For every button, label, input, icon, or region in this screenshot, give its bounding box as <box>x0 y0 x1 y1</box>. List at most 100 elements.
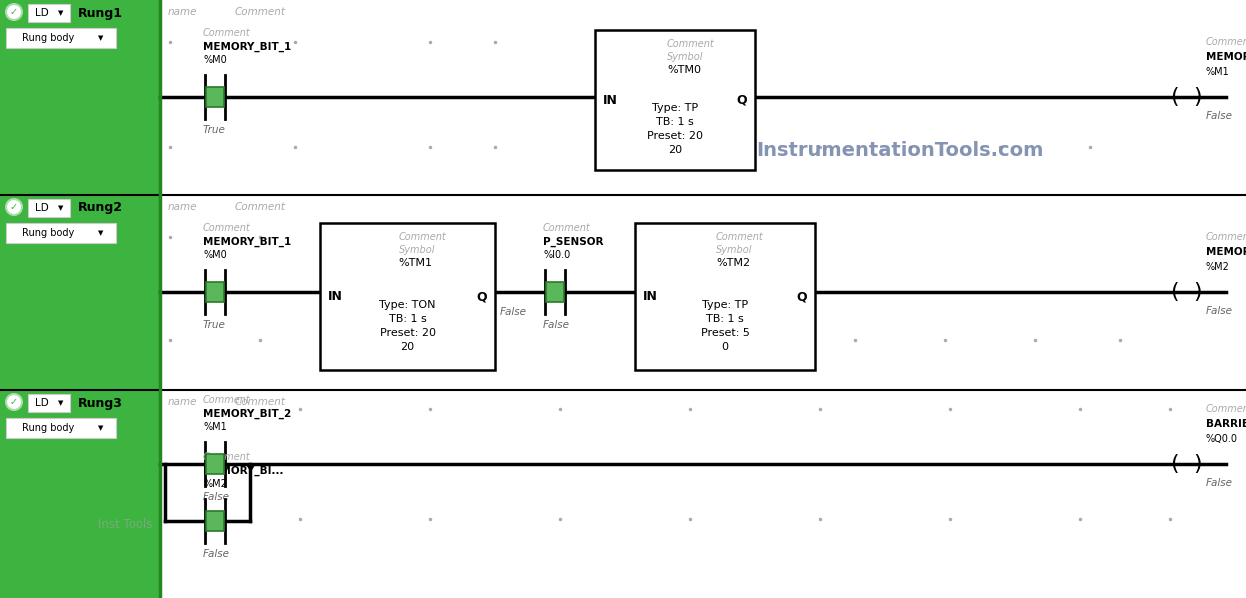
Text: Rung body: Rung body <box>22 33 74 43</box>
Text: Symbol: Symbol <box>399 245 435 255</box>
Text: ▼: ▼ <box>59 10 64 16</box>
Text: TB: 1 s: TB: 1 s <box>706 313 744 324</box>
Text: %M2: %M2 <box>1206 262 1230 272</box>
Text: Preset: 20: Preset: 20 <box>380 328 436 337</box>
Text: name: name <box>168 202 198 212</box>
Bar <box>320 223 495 370</box>
Text: False: False <box>500 307 527 317</box>
Text: True: True <box>203 125 226 135</box>
Text: %TM0: %TM0 <box>667 65 701 75</box>
Text: LD: LD <box>35 398 49 408</box>
Text: ▼: ▼ <box>59 205 64 211</box>
Bar <box>159 0 1246 195</box>
Text: Q: Q <box>796 290 807 303</box>
Bar <box>6 28 116 48</box>
Text: IN: IN <box>328 290 343 303</box>
Text: Inst Tools: Inst Tools <box>97 518 152 532</box>
Text: ✓: ✓ <box>10 202 17 212</box>
Text: False: False <box>1206 478 1234 488</box>
Text: Q: Q <box>736 93 748 106</box>
Text: 20: 20 <box>400 341 415 352</box>
Bar <box>0 0 159 598</box>
Bar <box>206 454 224 474</box>
Text: Preset: 20: Preset: 20 <box>647 131 703 141</box>
Text: ): ) <box>1194 454 1202 474</box>
Text: MEMORY_BIT_2: MEMORY_BIT_2 <box>1206 52 1246 62</box>
Text: Comment: Comment <box>203 28 250 38</box>
Text: BARRIER: BARRIER <box>1206 419 1246 429</box>
Text: ▼: ▼ <box>98 35 103 41</box>
Text: True: True <box>203 320 226 330</box>
Text: LD: LD <box>35 8 49 18</box>
Text: %M1: %M1 <box>1206 67 1230 77</box>
Text: Type: TP: Type: TP <box>701 300 748 310</box>
Text: False: False <box>1206 111 1234 121</box>
Bar <box>6 223 116 243</box>
Text: P_SENSOR: P_SENSOR <box>543 237 603 247</box>
Text: Rung body: Rung body <box>22 228 74 238</box>
Text: Comment: Comment <box>667 39 715 49</box>
Text: Comment: Comment <box>203 452 250 462</box>
Text: Type: TP: Type: TP <box>652 103 698 113</box>
Circle shape <box>6 199 22 215</box>
Text: (: ( <box>1170 454 1179 474</box>
Text: Q: Q <box>476 290 487 303</box>
Text: Comment: Comment <box>543 223 591 233</box>
Text: Rung1: Rung1 <box>78 7 123 20</box>
Text: MEMORY_BI...: MEMORY_BI... <box>203 466 284 476</box>
Text: Rung body: Rung body <box>22 423 74 433</box>
Bar <box>6 418 116 438</box>
Text: Symbol: Symbol <box>716 245 753 255</box>
Text: Comment: Comment <box>1206 404 1246 414</box>
Text: Comment: Comment <box>203 395 250 405</box>
Text: Comment: Comment <box>1206 37 1246 47</box>
Bar <box>159 390 1246 598</box>
Text: Rung3: Rung3 <box>78 396 123 410</box>
Text: Comment: Comment <box>203 223 250 233</box>
Text: name: name <box>168 7 198 17</box>
Text: (: ( <box>1170 87 1179 107</box>
Text: MEMORY_BIT_3: MEMORY_BIT_3 <box>1206 247 1246 257</box>
Bar <box>206 282 224 302</box>
Text: %M1: %M1 <box>203 422 227 432</box>
Text: ▼: ▼ <box>98 230 103 236</box>
Text: %I0.0: %I0.0 <box>543 250 571 260</box>
Text: Comment: Comment <box>716 232 764 242</box>
Text: Preset: 5: Preset: 5 <box>700 328 749 337</box>
Text: MEMORY_BIT_2: MEMORY_BIT_2 <box>203 409 292 419</box>
Bar <box>546 282 564 302</box>
Text: (: ( <box>1170 282 1179 302</box>
Text: %Q0.0: %Q0.0 <box>1206 434 1239 444</box>
Text: IN: IN <box>643 290 658 303</box>
Text: TB: 1 s: TB: 1 s <box>389 313 426 324</box>
Bar <box>27 394 70 412</box>
Bar <box>27 4 70 22</box>
Text: InstrumentationTools.com: InstrumentationTools.com <box>756 141 1044 160</box>
Text: False: False <box>543 320 569 330</box>
Text: ): ) <box>1194 87 1202 107</box>
Text: Comment: Comment <box>235 7 287 17</box>
Text: MEMORY_BIT_1: MEMORY_BIT_1 <box>203 237 292 247</box>
Text: False: False <box>1206 306 1234 316</box>
Bar <box>159 195 1246 390</box>
Text: ▼: ▼ <box>59 400 64 406</box>
Text: Comment: Comment <box>1206 232 1246 242</box>
Text: False: False <box>203 492 231 502</box>
Text: Rung2: Rung2 <box>78 202 123 215</box>
Text: 20: 20 <box>668 145 682 155</box>
Text: ✓: ✓ <box>10 397 17 407</box>
Text: TB: 1 s: TB: 1 s <box>657 117 694 127</box>
Text: %M0: %M0 <box>203 55 227 65</box>
Bar <box>635 223 815 370</box>
Text: LD: LD <box>35 203 49 213</box>
Text: ✓: ✓ <box>10 7 17 17</box>
Text: name: name <box>168 397 198 407</box>
Bar <box>206 511 224 531</box>
Text: Comment: Comment <box>235 397 287 407</box>
Circle shape <box>6 4 22 20</box>
Text: %TM1: %TM1 <box>399 258 432 268</box>
Text: Comment: Comment <box>235 202 287 212</box>
Text: Symbol: Symbol <box>667 52 704 62</box>
Text: Type: TON: Type: TON <box>379 300 436 310</box>
Text: 0: 0 <box>721 341 729 352</box>
